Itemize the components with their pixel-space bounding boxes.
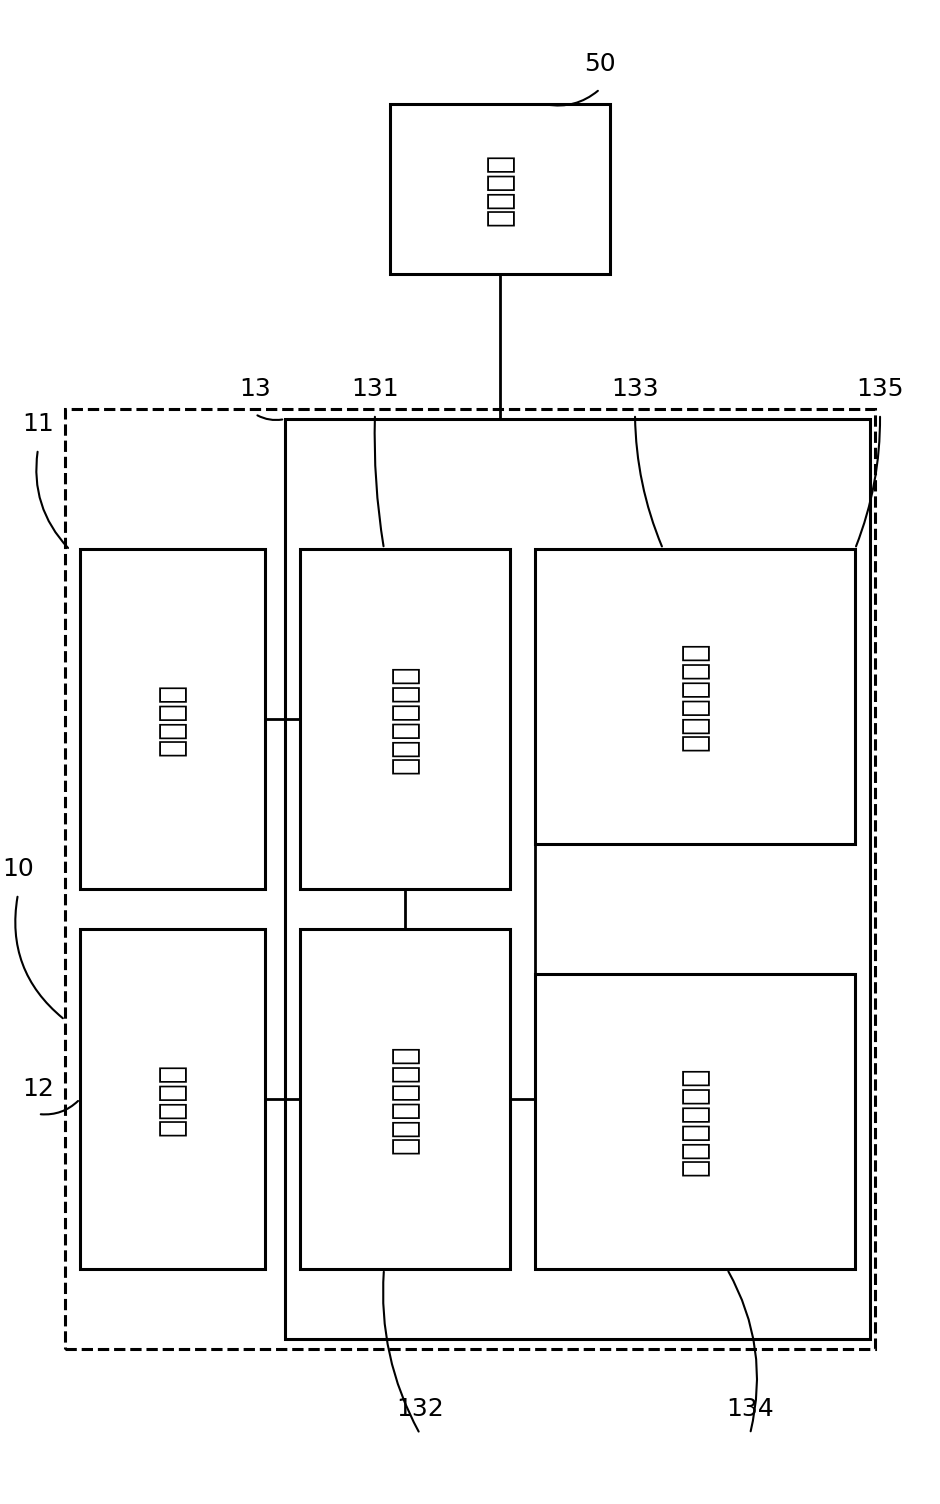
Text: 眼动分析模块: 眼动分析模块 [681, 1066, 710, 1176]
Text: 134: 134 [726, 1397, 774, 1421]
Bar [535, 549, 855, 844]
Text: 数据储存模块: 数据储存模块 [390, 1044, 419, 1154]
Bar [65, 409, 875, 1349]
Text: 保全设备: 保全设备 [485, 152, 514, 226]
Bar [80, 549, 265, 889]
Text: 影像输出模块: 影像输出模块 [390, 665, 419, 773]
Text: 显示单元: 显示单元 [158, 683, 187, 755]
Text: 132: 132 [396, 1397, 444, 1421]
Bar [300, 549, 510, 889]
Bar [80, 929, 265, 1269]
Bar [285, 420, 870, 1339]
Bar [390, 104, 610, 274]
Text: 133: 133 [611, 378, 659, 402]
Bar [535, 975, 855, 1269]
Text: 10: 10 [2, 857, 34, 881]
Text: 虹膜辨识模块: 虹膜辨识模块 [681, 642, 710, 752]
Text: 135: 135 [856, 378, 903, 402]
Bar [300, 929, 510, 1269]
Text: 摄像单元: 摄像单元 [158, 1062, 187, 1136]
Text: 131: 131 [352, 378, 399, 402]
Text: 11: 11 [23, 412, 54, 436]
Text: 50: 50 [584, 53, 616, 77]
Text: 12: 12 [22, 1077, 54, 1101]
Text: 13: 13 [239, 378, 271, 402]
